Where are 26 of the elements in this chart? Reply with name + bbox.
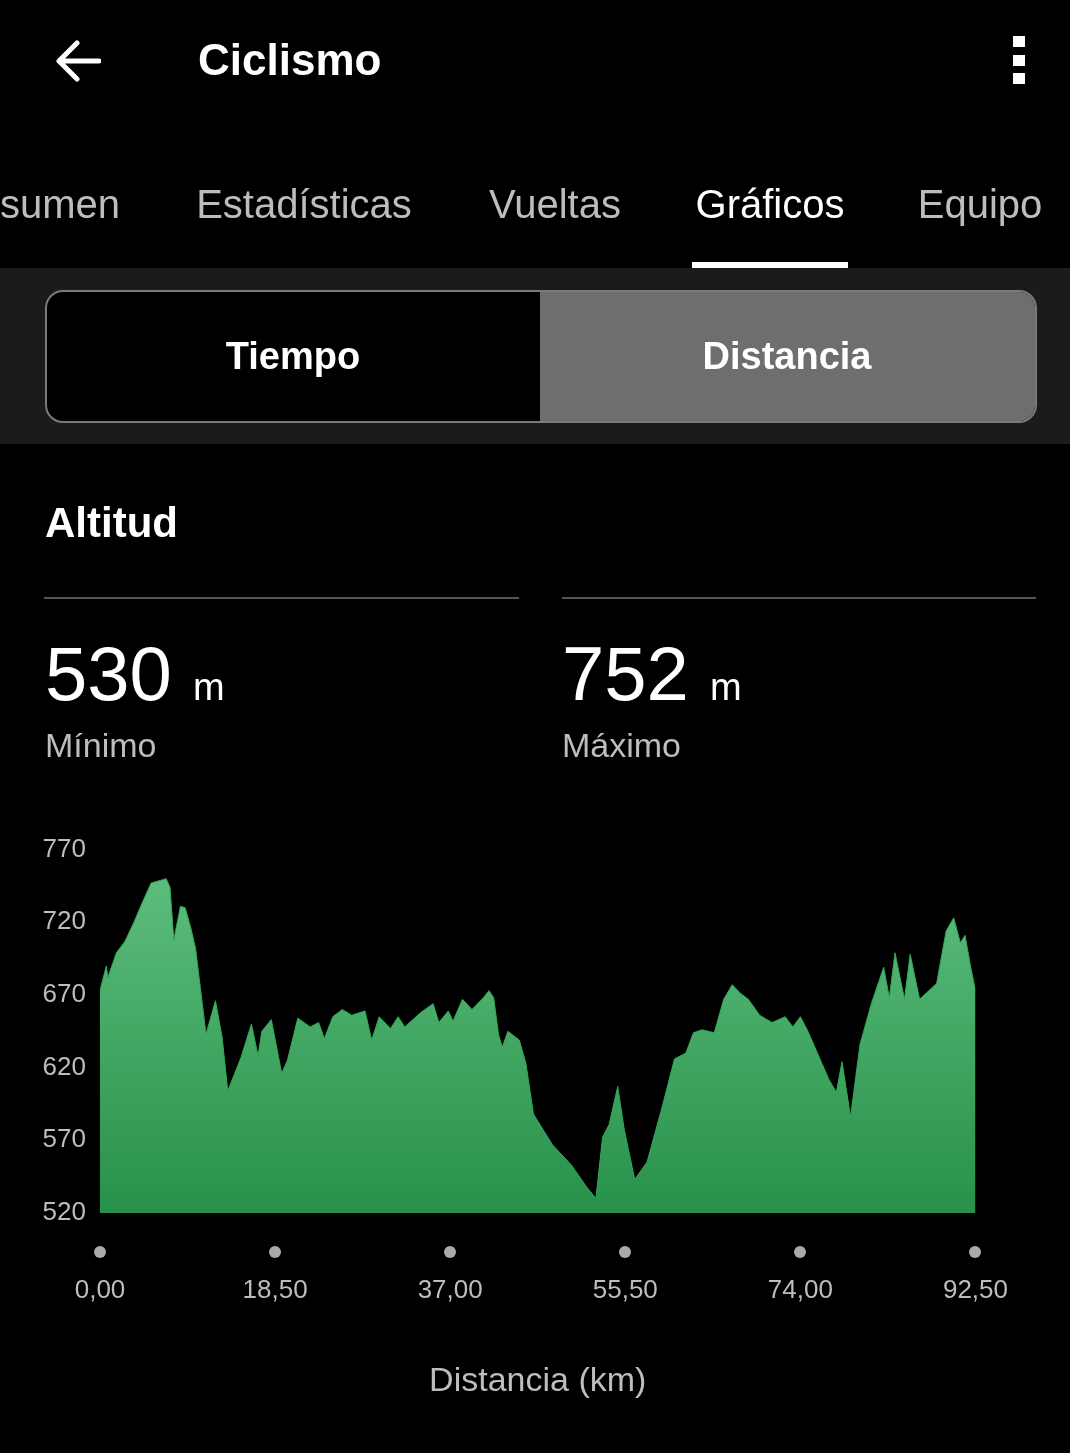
y-tick-label: 620 <box>42 1050 86 1081</box>
x-tick-label: 18,50 <box>242 1273 308 1304</box>
text: Tiempo <box>225 335 361 377</box>
text: Distancia <box>702 335 872 377</box>
text: Gráficos <box>695 182 845 226</box>
y-tick-label: 670 <box>42 978 86 1009</box>
x-tick-label: 92,50 <box>942 1273 1009 1304</box>
text: 530 m <box>45 631 225 716</box>
text: sumen <box>0 182 121 226</box>
x-axis-title: Distancia (km) <box>429 1359 647 1398</box>
text: Estadísticas <box>196 182 412 226</box>
text: 752 m <box>562 631 742 716</box>
x-tick-label: 55,50 <box>592 1273 658 1304</box>
text: Mínimo <box>45 726 157 764</box>
text: Equipo <box>917 182 1043 226</box>
text: Ciclismo <box>198 35 382 84</box>
text: Máximo <box>562 726 682 764</box>
chart-title: Altitud <box>45 499 178 546</box>
y-tick-label: 570 <box>42 1123 86 1154</box>
y-tick-label: 520 <box>42 1196 86 1227</box>
text: Vueltas <box>489 182 621 226</box>
x-tick-label: 37,00 <box>417 1273 483 1304</box>
x-tick-label: 0,00 <box>74 1273 126 1304</box>
y-tick-label: 770 <box>42 832 86 863</box>
y-tick-label: 720 <box>42 905 86 936</box>
x-tick-label: 74,00 <box>767 1273 833 1304</box>
